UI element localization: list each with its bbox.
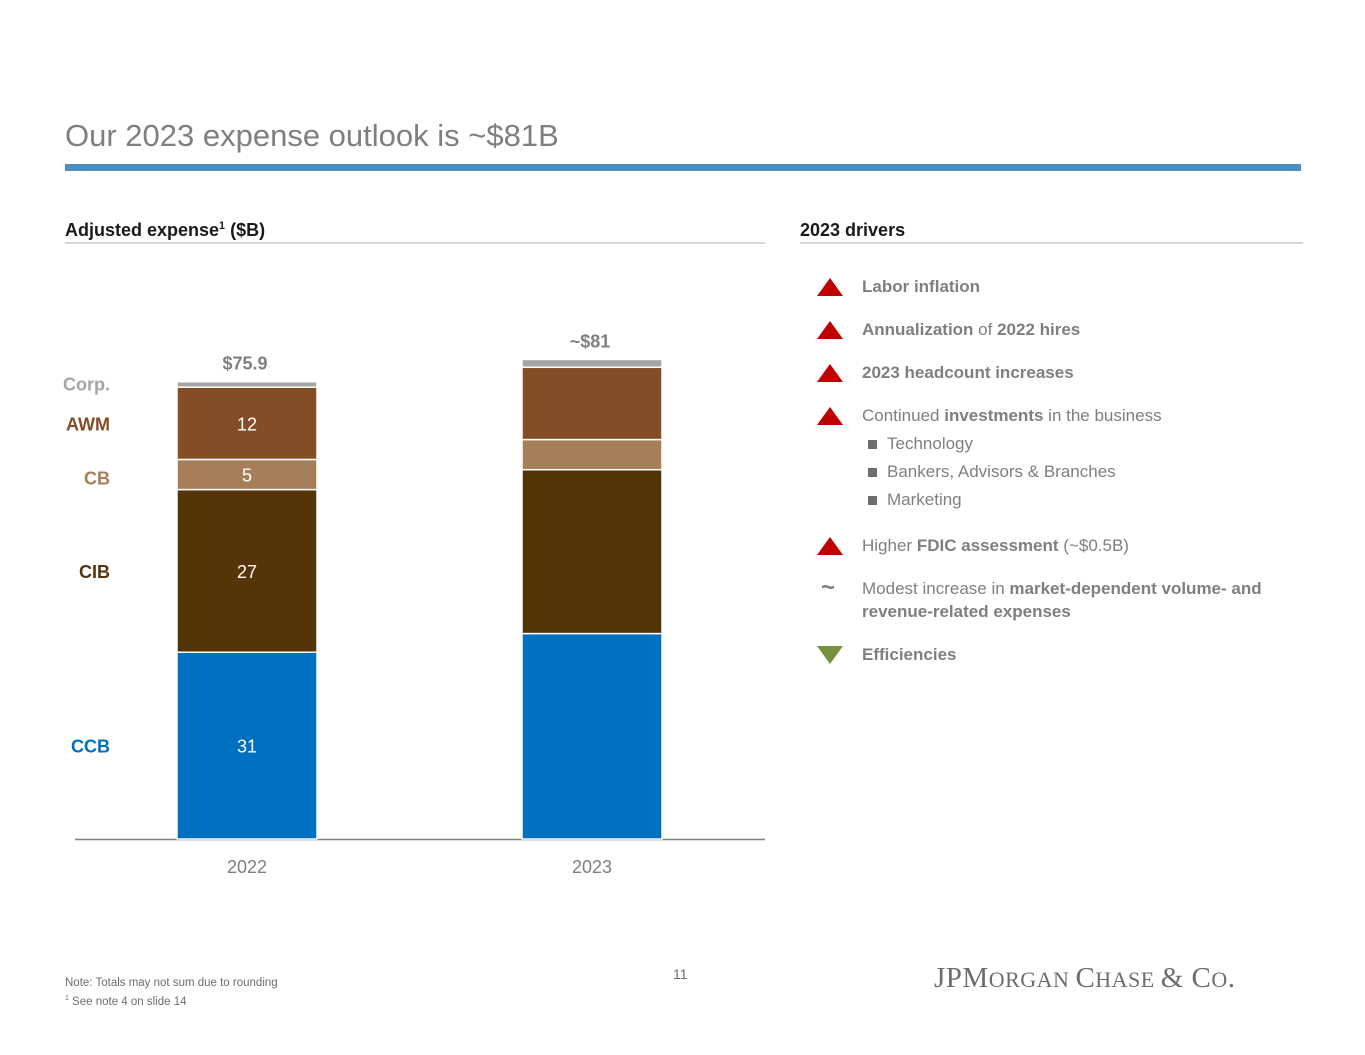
driver-sub-item: Marketing	[862, 486, 1295, 514]
segment-value-label: 5	[242, 466, 252, 486]
driver-item: Efficiencies	[815, 643, 1295, 666]
drivers-heading: 2023 drivers	[800, 220, 906, 240]
square-bullet-icon	[868, 440, 877, 449]
footnote: Note: Totals may not sum due to rounding…	[65, 975, 278, 1010]
square-bullet-icon	[868, 496, 877, 505]
tilde-icon: ~	[821, 574, 836, 601]
chart-heading: Adjusted expense1 ($B)	[65, 220, 265, 241]
driver-item: 2023 headcount increases	[815, 361, 1295, 384]
bar-segment-awm-2023	[521, 366, 663, 441]
chart-heading-text: Adjusted expense	[65, 220, 220, 240]
driver-item: Continued investments in the business Tec…	[815, 404, 1295, 514]
driver-text: Higher FDIC assessment (~$0.5B)	[862, 536, 1129, 555]
chart-heading-rule	[65, 242, 765, 244]
bar-total-label: $75.9	[222, 354, 267, 374]
segment-value-label: 31	[237, 737, 257, 757]
company-logo: JPMORGAN CHASE & CO.	[934, 962, 1236, 994]
bar-segment-ccb-2022	[176, 651, 318, 840]
page-number: 11	[673, 966, 688, 982]
bar-segment-cb-2022	[176, 458, 318, 491]
driver-item: Annualization of 2022 hires	[815, 318, 1295, 341]
drivers-heading-rule	[800, 242, 1303, 244]
x-tick-label: 2022	[227, 857, 267, 877]
segment-value-label: 12	[237, 414, 257, 434]
x-tick-label: 2023	[572, 857, 612, 877]
title-rule	[65, 164, 1301, 171]
driver-text: 2023 headcount increases	[862, 363, 1074, 382]
footnote-note-text: See note 4 on slide 14	[72, 995, 187, 1008]
triangle-down-icon	[817, 646, 843, 664]
chart-heading-unit: ($B)	[230, 220, 266, 240]
bar-segment-cb-2023	[521, 438, 663, 471]
page-title: Our 2023 expense outlook is ~$81B	[65, 118, 559, 153]
footnote-rounding: Note: Totals may not sum due to rounding	[65, 977, 278, 989]
driver-text: Continued investments in the business	[862, 406, 1162, 425]
footnote-note-ref: 1	[65, 995, 69, 1002]
bar-total-label: ~$81	[570, 331, 611, 351]
driver-text: Labor inflation	[862, 277, 981, 296]
bar-segment-cib-2022	[176, 488, 318, 653]
bar-segment-awm-2022	[176, 386, 318, 461]
driver-text: Annualization of 2022 hires	[862, 320, 1081, 339]
bar-segment-ccb-2023	[521, 632, 663, 840]
series-label-cib: CIB	[79, 562, 110, 582]
driver-sub-item: Bankers, Advisors & Branches	[862, 458, 1295, 486]
driver-sub-list: Technology Bankers, Advisors & Branches Ma…	[862, 430, 1295, 514]
footnote-note: 1 See note 4 on slide 14	[65, 991, 278, 1010]
triangle-up-icon	[817, 278, 843, 296]
driver-text: Efficiencies	[862, 645, 957, 664]
triangle-up-icon	[817, 321, 843, 339]
driver-item: Labor inflation	[815, 275, 1295, 298]
bar-segment-cib-2023	[521, 468, 663, 635]
bar-segment-corp-2022	[176, 380, 318, 388]
driver-item: ~ Modest increase in market-dependent vol…	[815, 574, 1295, 623]
series-label-corp: Corp.	[63, 374, 110, 394]
segment-value-label: 27	[237, 562, 257, 582]
drivers-list: Labor inflation Annualization of 2022 hir…	[815, 275, 1295, 666]
driver-item: Higher FDIC assessment (~$0.5B)	[815, 534, 1295, 557]
driver-text: Modest increase in market-dependent volu…	[862, 579, 1262, 621]
series-label-awm: AWM	[66, 414, 110, 434]
chart-heading-footnote-ref: 1	[219, 220, 226, 232]
series-label-ccb: CCB	[71, 737, 110, 757]
driver-sub-item: Technology	[862, 430, 1295, 458]
triangle-up-icon	[817, 407, 843, 425]
triangle-up-icon	[817, 364, 843, 382]
bar-segment-corp-2023	[521, 358, 663, 369]
square-bullet-icon	[868, 468, 877, 477]
triangle-up-icon	[817, 537, 843, 555]
expense-chart: 31 27 5 12 $75.9 2022 ~$81 2023 CCB CIB CB AWM Corp.	[63, 331, 765, 877]
series-label-cb: CB	[84, 469, 110, 489]
